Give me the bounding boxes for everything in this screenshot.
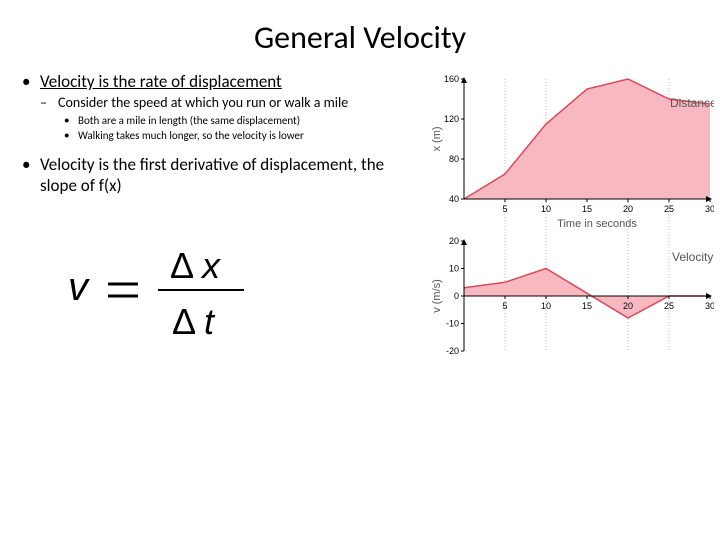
- svg-text:25: 25: [664, 301, 674, 311]
- svg-text:30: 30: [705, 301, 714, 311]
- svg-text:Δ: Δ: [170, 245, 194, 286]
- left-column: Velocity is the rate of displacement Con…: [22, 71, 420, 378]
- svg-text:Time in seconds: Time in seconds: [557, 218, 637, 230]
- svg-text:160: 160: [444, 74, 459, 84]
- svg-text:30: 30: [705, 204, 714, 214]
- svg-text:Distance: Distance: [670, 96, 714, 110]
- svg-text:40: 40: [449, 194, 459, 204]
- svg-text:-20: -20: [446, 346, 459, 356]
- svg-text:x: x: [200, 245, 222, 286]
- spacer: [22, 144, 420, 154]
- svg-text:5: 5: [502, 204, 507, 214]
- content-row: Velocity is the rate of displacement Con…: [0, 71, 720, 378]
- bullet-text: Velocity is the rate of displacement: [40, 71, 282, 92]
- svg-text:25: 25: [664, 204, 674, 214]
- svg-text:0: 0: [454, 291, 459, 301]
- bullet-l3: Walking takes much longer, so the veloci…: [22, 129, 420, 143]
- svg-text:120: 120: [444, 114, 459, 124]
- bullet-text: Both are a mile in length (the same disp…: [78, 114, 300, 127]
- charts-svg: 40 80 120 160 5 10 15 20 25 30 x (m) Distance Time i…: [428, 73, 714, 373]
- right-column: 40 80 120 160 5 10 15 20 25 30 x (m) Distance Time i…: [420, 71, 714, 378]
- svg-text:t: t: [204, 301, 216, 342]
- bullet-text: Walking takes much longer, so the veloci…: [78, 129, 304, 142]
- svg-text:20: 20: [623, 301, 633, 311]
- svg-text:10: 10: [541, 301, 551, 311]
- bullet-text: Consider the speed at which you run or w…: [58, 94, 348, 111]
- svg-text:15: 15: [582, 301, 592, 311]
- charts-container: 40 80 120 160 5 10 15 20 25 30 x (m) Distance Time i…: [428, 71, 714, 378]
- svg-text:Δ: Δ: [172, 301, 196, 342]
- svg-text:15: 15: [582, 204, 592, 214]
- svg-text:20: 20: [623, 204, 633, 214]
- page-title: General Velocity: [0, 0, 720, 71]
- svg-text:x (m): x (m): [431, 126, 443, 151]
- bullet-l1: Velocity is the rate of displacement: [22, 71, 420, 92]
- svg-text:80: 80: [449, 154, 459, 164]
- formula-svg: v ΔxΔt: [62, 218, 302, 368]
- bullet-l2: Consider the speed at which you run or w…: [22, 94, 420, 112]
- svg-text:v (m/s): v (m/s): [431, 279, 443, 313]
- bullet-text: Velocity is the first derivative of disp…: [40, 154, 384, 196]
- bullet-l1: Velocity is the first derivative of disp…: [22, 154, 420, 196]
- svg-text:Velocity: Velocity: [672, 250, 713, 264]
- svg-text:-10: -10: [446, 319, 459, 329]
- svg-text:v: v: [68, 265, 90, 309]
- svg-text:20: 20: [449, 236, 459, 246]
- bullet-l3: Both are a mile in length (the same disp…: [22, 114, 420, 128]
- svg-text:5: 5: [502, 301, 507, 311]
- svg-text:10: 10: [449, 264, 459, 274]
- svg-text:10: 10: [541, 204, 551, 214]
- bullet-list: Velocity is the rate of displacement Con…: [22, 71, 420, 196]
- velocity-formula: v ΔxΔt: [22, 218, 420, 373]
